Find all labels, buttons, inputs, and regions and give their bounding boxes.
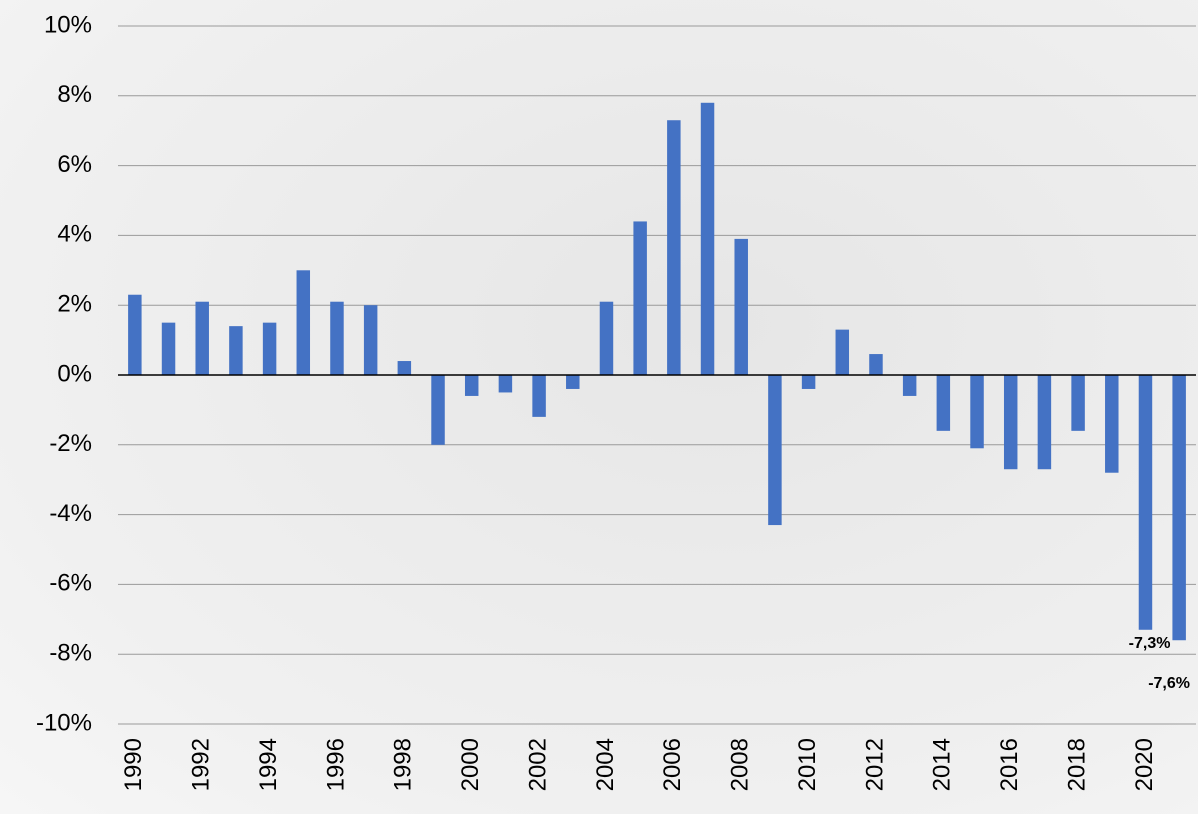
- x-tick-label: 2000: [457, 738, 484, 791]
- y-tick-label: -4%: [49, 500, 92, 527]
- bar: [566, 375, 579, 389]
- bar: [869, 354, 882, 375]
- x-tick-label: 1998: [390, 738, 417, 791]
- bar: [263, 323, 276, 375]
- bar: [903, 375, 916, 396]
- x-tick-label: 2002: [524, 738, 551, 791]
- value-label: -7,6%: [1148, 675, 1190, 692]
- y-tick-label: 2%: [57, 291, 92, 318]
- y-tick-label: -6%: [49, 570, 92, 597]
- bar: [1038, 375, 1051, 469]
- bar: [499, 375, 512, 392]
- x-tick-label: 2006: [659, 738, 686, 791]
- bar: [532, 375, 545, 417]
- chart: -10% -8% -6% -4% -2% 0% 2% 4% 6% 8% 10% 1990 1992 199…: [0, 0, 1198, 814]
- bar: [768, 375, 781, 525]
- x-tick-label: 2010: [794, 738, 821, 791]
- bar: [1139, 375, 1152, 630]
- x-tick-label: 1996: [322, 738, 349, 791]
- bar: [330, 302, 343, 375]
- x-tick-label: 2016: [996, 738, 1023, 791]
- y-tick-label: 10%: [44, 11, 92, 38]
- x-tick-label: 2018: [1063, 738, 1090, 791]
- y-tick-label: 4%: [57, 221, 92, 248]
- bar: [970, 375, 983, 448]
- bar: [195, 302, 208, 375]
- bar: [364, 305, 377, 375]
- y-tick-label: 8%: [57, 81, 92, 108]
- bar: [701, 103, 714, 375]
- bar: [1105, 375, 1118, 473]
- x-tick-label: 2012: [861, 738, 888, 791]
- bar: [297, 270, 310, 375]
- bar: [465, 375, 478, 396]
- bar: [600, 302, 613, 375]
- x-tick-label: 2014: [929, 738, 956, 791]
- y-tick-label: 0%: [57, 360, 92, 387]
- bar: [398, 361, 411, 375]
- bar: [1004, 375, 1017, 469]
- x-tick-label: 1994: [255, 738, 282, 791]
- bar: [734, 239, 747, 375]
- y-tick-label: -2%: [49, 430, 92, 457]
- x-tick-label: 2020: [1131, 738, 1158, 791]
- x-tick-label: 2008: [727, 738, 754, 791]
- bar: [937, 375, 950, 431]
- bar: [836, 330, 849, 375]
- x-tick-label: 1990: [120, 738, 147, 791]
- bar: [431, 375, 444, 445]
- bar: [128, 295, 141, 375]
- bar: [802, 375, 815, 389]
- value-label: -7,3%: [1129, 635, 1171, 652]
- y-tick-label: -8%: [49, 640, 92, 667]
- x-tick-label: 1992: [188, 738, 215, 791]
- bar: [1172, 375, 1185, 640]
- y-tick-label: -10%: [36, 709, 92, 736]
- bar: [229, 326, 242, 375]
- y-tick-label: 6%: [57, 151, 92, 178]
- bar: [633, 221, 646, 375]
- bar: [1071, 375, 1084, 431]
- bar: [667, 120, 680, 375]
- x-tick-label: 2004: [592, 738, 619, 791]
- bar: [162, 323, 175, 375]
